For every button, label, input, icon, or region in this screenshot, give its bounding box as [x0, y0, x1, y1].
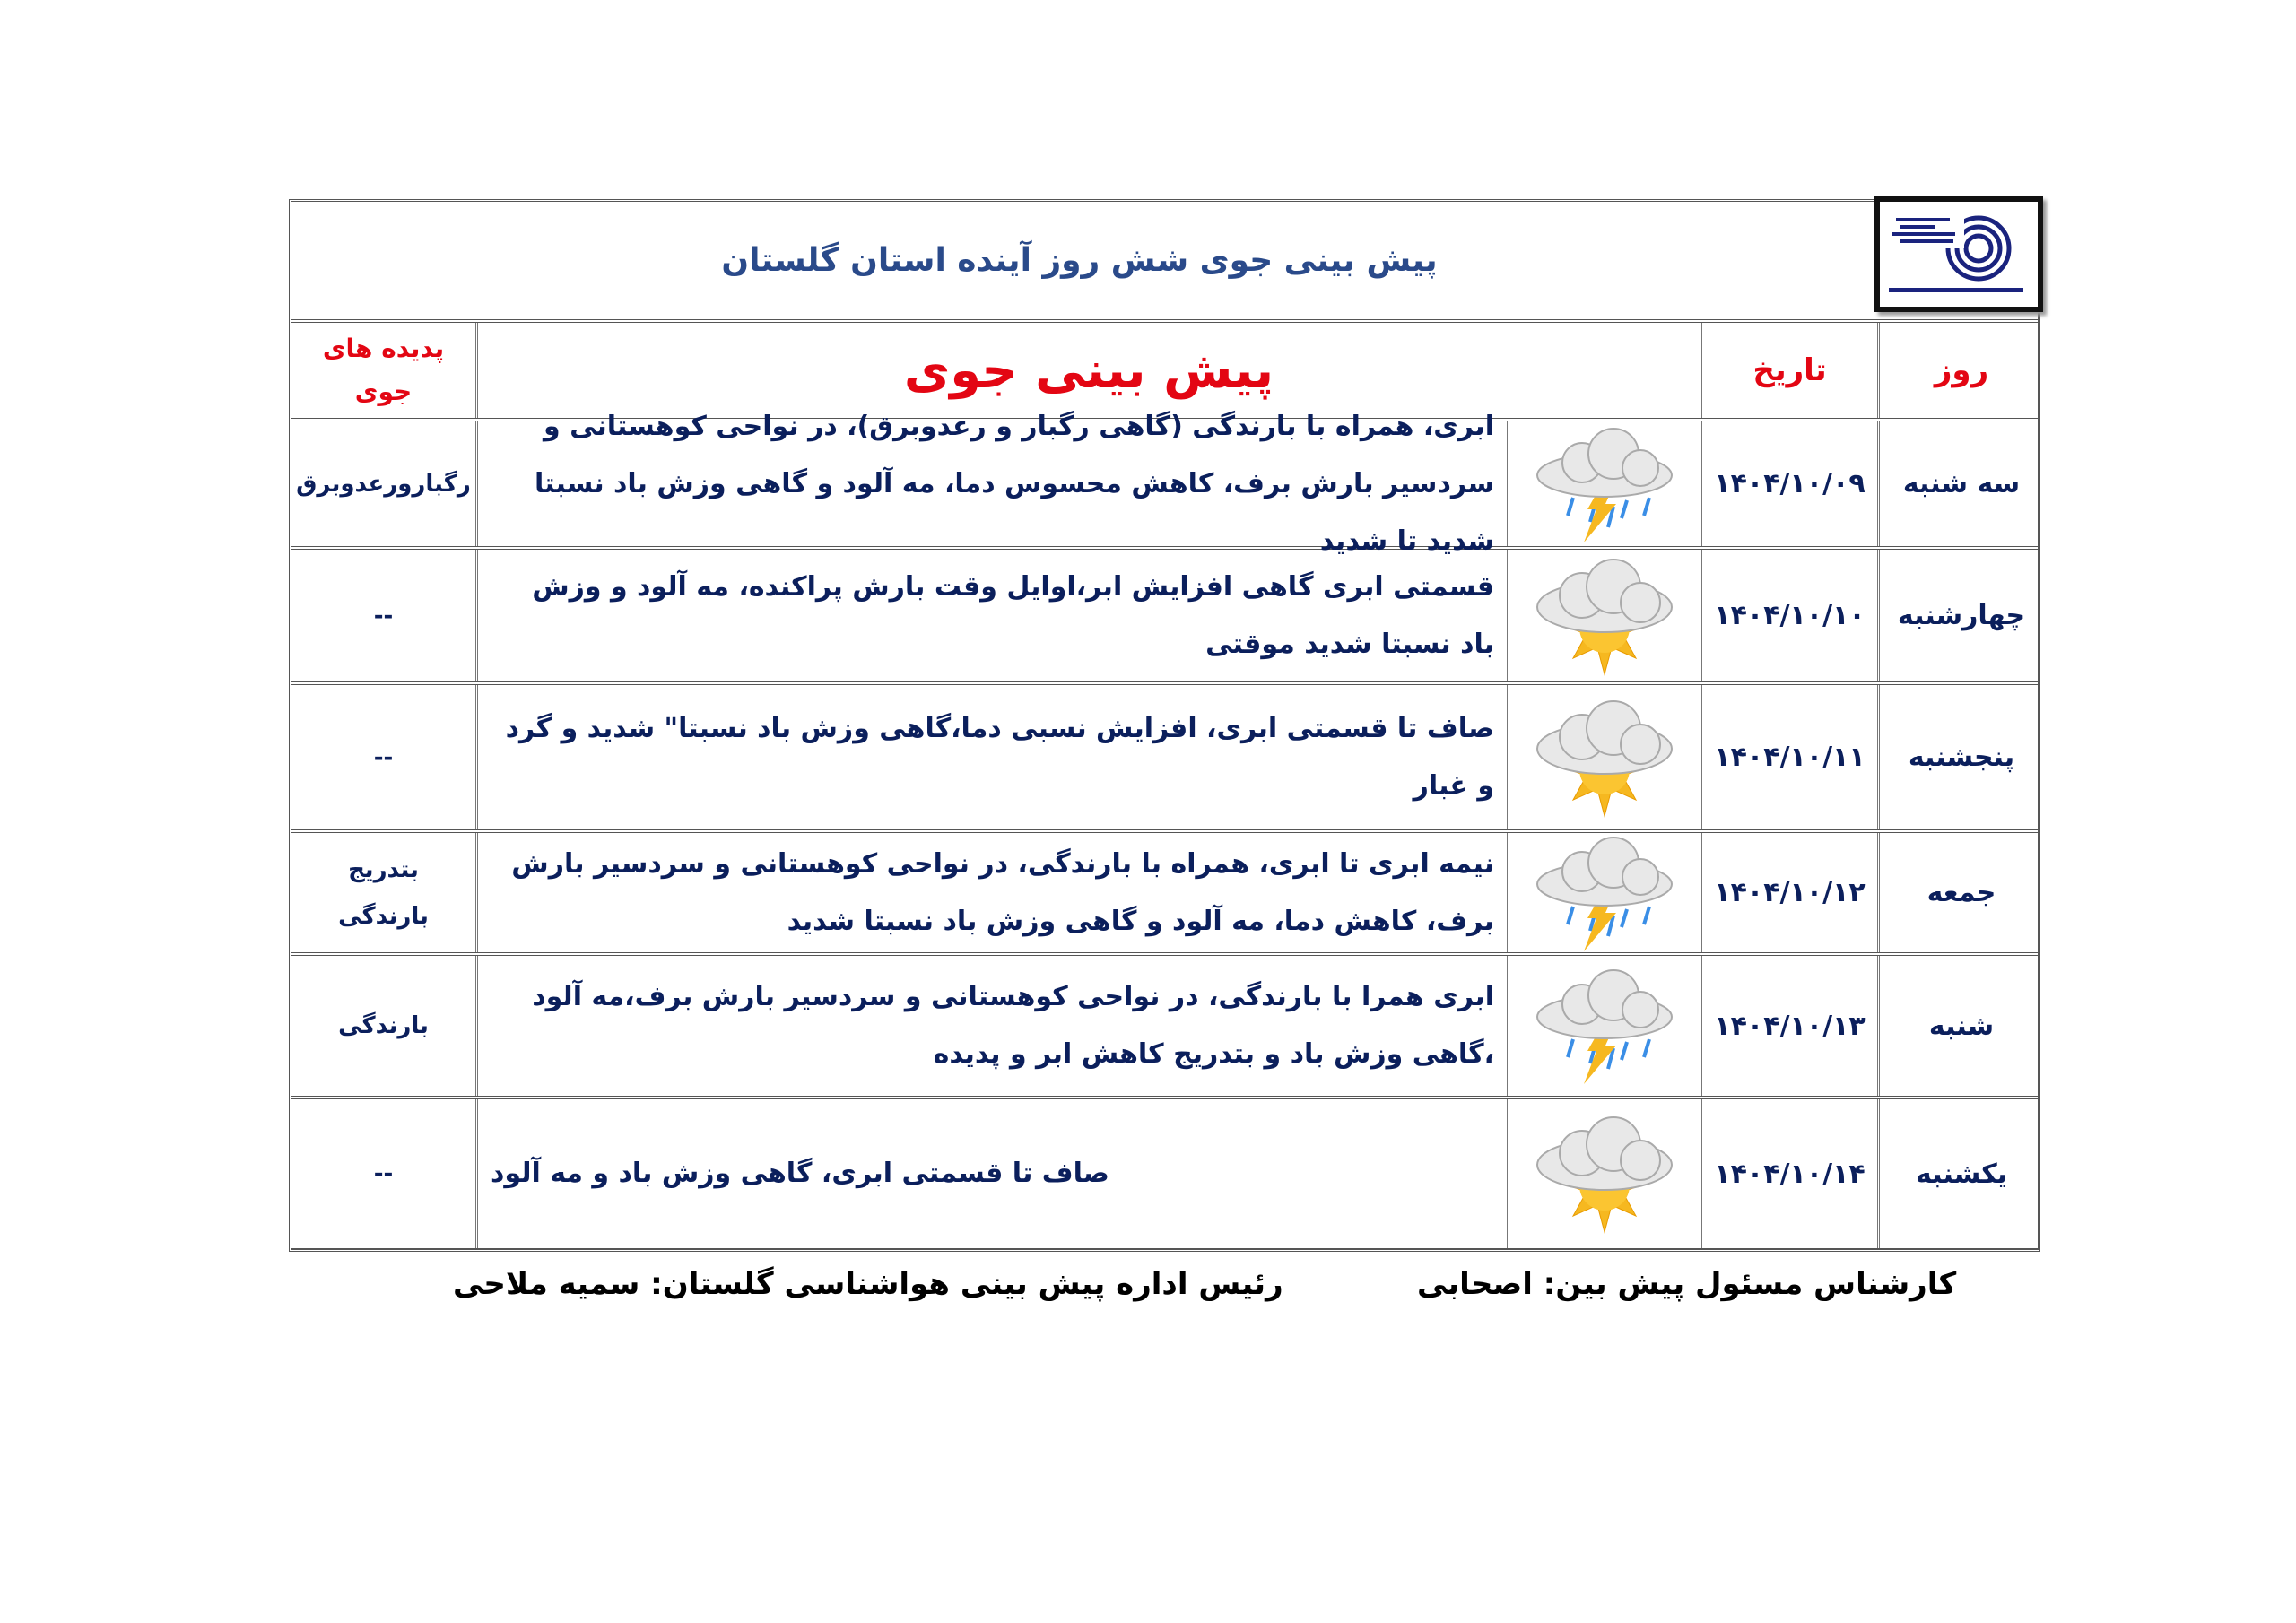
forecast-table: پیش بینی جوی شش روز آینده استان گلستان پ… [289, 196, 2043, 1252]
title-row: پیش بینی جوی شش روز آینده استان گلستان [291, 196, 2043, 323]
day-cell: جمعه [1877, 833, 2043, 952]
day-cell: سه شنبه [1877, 421, 2043, 546]
meteorological-organization-logo [1874, 196, 2043, 312]
page-title: پیش بینی جوی شش روز آینده استان گلستان [721, 242, 1438, 279]
day-cell: چهارشنبه [1877, 550, 2043, 681]
phenomena-cell: رگبارورعدوبرق [296, 470, 471, 498]
cloud-sun-icon [1507, 550, 1700, 681]
header-date: تاریخ [1700, 323, 1877, 418]
table-row: -- صاف تا قسمتی ابری، گاهی وزش باد و مه … [291, 1099, 2038, 1252]
forecast-text-cell: صاف تا قسمتی ابری، گاهی وزش باد و مه آلو… [475, 1099, 1507, 1248]
table-row: -- صاف تا قسمتی ابری، افزایش نسبی دما،گا… [291, 685, 2038, 833]
phenomena-cell: بارندگی [338, 1012, 429, 1039]
header-day: روز [1877, 323, 2043, 418]
cloud-rain-lightning-icon [1507, 421, 1700, 546]
forecaster-signature: کارشناس مسئول پیش بین: اصحابی [1417, 1266, 1957, 1302]
cloud-sun-icon [1507, 1099, 1700, 1248]
date-cell: ۱۴۰۴/۱۰/۱۰ [1700, 550, 1877, 681]
date-cell: ۱۴۰۴/۱۰/۱۴ [1700, 1099, 1877, 1248]
table-row: بتدریج بارندگی نیمه ابری تا ابری، همراه … [291, 833, 2038, 956]
table-row: رگبارورعدوبرق ابری، همراه با بارندگی (گا… [291, 411, 2038, 557]
table-row: بارندگی ابری همرا با بارندگی، در نواحی ک… [291, 956, 2038, 1099]
phenomena-cell: بتدریج بارندگی [338, 855, 429, 930]
cloud-rain-lightning-icon [1507, 956, 1700, 1096]
date-cell: ۱۴۰۴/۱۰/۱۳ [1700, 956, 1877, 1096]
date-cell: ۱۴۰۴/۱۰/۰۹ [1700, 421, 1877, 546]
phenomena-cell: -- [373, 602, 394, 629]
forecast-text-cell: قسمتی ابری گاهی افزایش ابر،اوایل وقت بار… [475, 550, 1507, 681]
table-row: -- قسمتی ابری گاهی افزایش ابر،اوایل وقت … [291, 550, 2038, 685]
day-cell: یکشنبه [1877, 1099, 2043, 1248]
date-cell: ۱۴۰۴/۱۰/۱۲ [1700, 833, 1877, 952]
day-cell: شنبه [1877, 956, 2043, 1096]
phenomena-cell: -- [373, 1160, 394, 1187]
cloud-rain-lightning-icon [1507, 833, 1700, 952]
forecast-text-cell: صاف تا قسمتی ابری، افزایش نسبی دما،گاهی … [475, 685, 1507, 829]
day-cell: پنجشنبه [1877, 685, 2043, 829]
forecast-text-cell: ابری همرا با بارندگی، در نواحی کوهستانی … [475, 956, 1507, 1096]
phenomena-cell: -- [373, 743, 394, 771]
column-header-row: پدیده های جوی پیش بینی جوی تاریخ روز [291, 323, 2038, 421]
date-cell: ۱۴۰۴/۱۰/۱۱ [1700, 685, 1877, 829]
head-signature: رئیس اداره پیش بینی هواشناسی گلستان: سمی… [453, 1266, 1283, 1302]
forecast-text-cell: ابری، همراه با بارندگی (گاهی رگبار و رعد… [475, 411, 1507, 557]
header-forecast: پیش بینی جوی [475, 323, 1700, 418]
cloud-sun-icon [1507, 685, 1700, 829]
header-phenomena: پدیده های جوی [322, 334, 445, 406]
forecast-text-cell: نیمه ابری تا ابری، همراه با بارندگی، در … [475, 833, 1507, 952]
